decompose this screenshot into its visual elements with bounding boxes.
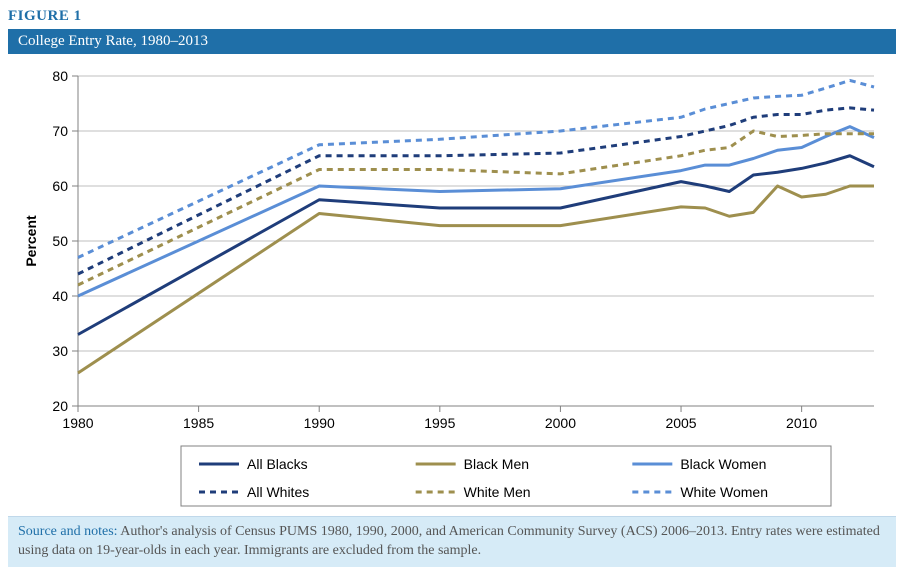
svg-text:White Men: White Men — [464, 484, 531, 500]
svg-text:Black Women: Black Women — [680, 456, 766, 472]
svg-text:Black Men: Black Men — [464, 456, 529, 472]
svg-text:1995: 1995 — [424, 415, 455, 431]
svg-text:1985: 1985 — [183, 415, 214, 431]
svg-text:2000: 2000 — [545, 415, 576, 431]
svg-text:70: 70 — [52, 123, 68, 139]
svg-text:All Whites: All Whites — [247, 484, 309, 500]
figure-label: FIGURE 1 — [8, 8, 896, 25]
source-label: Source and notes: — [18, 524, 118, 539]
source-text: Author's analysis of Census PUMS 1980, 1… — [18, 524, 880, 558]
svg-text:60: 60 — [52, 178, 68, 194]
source-note: Source and notes: Author's analysis of C… — [8, 516, 896, 567]
svg-text:1990: 1990 — [304, 415, 335, 431]
line-chart: 20 30 40 50 60 70 80 Percent 1980 1985 1990 1995 200… — [8, 56, 894, 516]
svg-text:2010: 2010 — [786, 415, 817, 431]
svg-text:40: 40 — [52, 288, 68, 304]
svg-text:50: 50 — [52, 233, 68, 249]
svg-text:80: 80 — [52, 68, 68, 84]
chart-title-bar: College Entry Rate, 1980–2013 — [8, 29, 896, 54]
svg-text:White Women: White Women — [680, 484, 768, 500]
svg-text:20: 20 — [52, 398, 68, 414]
chart-container: 20 30 40 50 60 70 80 Percent 1980 1985 1990 1995 200… — [8, 56, 894, 516]
svg-text:2005: 2005 — [665, 415, 696, 431]
svg-text:30: 30 — [52, 343, 68, 359]
svg-text:All Blacks: All Blacks — [247, 456, 308, 472]
svg-text:1980: 1980 — [62, 415, 93, 431]
svg-text:Percent: Percent — [23, 215, 39, 267]
